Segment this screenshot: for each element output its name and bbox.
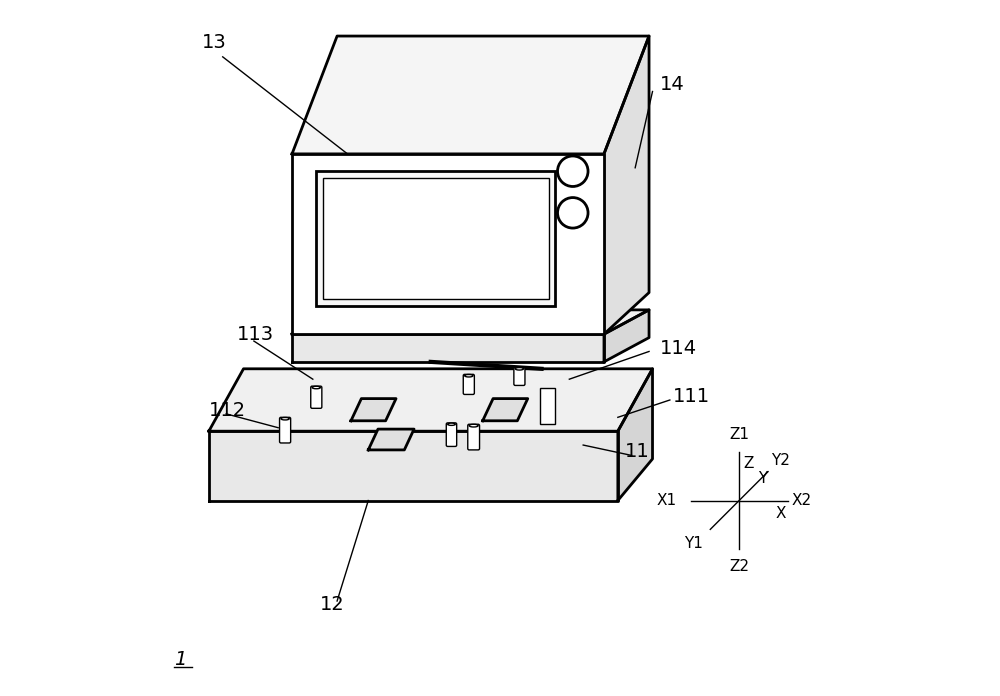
- Bar: [323, 178, 549, 299]
- Ellipse shape: [465, 374, 473, 377]
- Text: Z2: Z2: [729, 560, 749, 574]
- Text: Z1: Z1: [729, 427, 749, 441]
- Text: 13: 13: [202, 33, 227, 52]
- Text: X2: X2: [791, 493, 811, 508]
- FancyBboxPatch shape: [280, 418, 291, 443]
- Polygon shape: [292, 310, 649, 334]
- Ellipse shape: [312, 386, 320, 389]
- FancyBboxPatch shape: [514, 367, 525, 386]
- Polygon shape: [368, 429, 414, 450]
- Text: 1: 1: [174, 651, 187, 670]
- Polygon shape: [292, 36, 649, 154]
- Text: Z: Z: [743, 457, 754, 471]
- Polygon shape: [618, 369, 653, 500]
- Polygon shape: [604, 36, 649, 334]
- Text: 113: 113: [237, 324, 274, 344]
- Text: X: X: [776, 506, 786, 521]
- Ellipse shape: [281, 418, 289, 420]
- Text: 114: 114: [659, 338, 697, 358]
- Polygon shape: [209, 369, 653, 432]
- Text: 11: 11: [625, 443, 650, 461]
- Text: 111: 111: [673, 387, 710, 406]
- Polygon shape: [292, 154, 604, 334]
- Polygon shape: [292, 334, 604, 362]
- Polygon shape: [604, 310, 649, 362]
- Polygon shape: [351, 399, 396, 421]
- FancyBboxPatch shape: [446, 423, 457, 446]
- Bar: [540, 388, 555, 425]
- Polygon shape: [483, 399, 528, 421]
- Bar: [316, 171, 555, 306]
- Text: 12: 12: [320, 595, 345, 614]
- FancyBboxPatch shape: [311, 386, 322, 409]
- Ellipse shape: [469, 425, 478, 427]
- Text: Y: Y: [758, 471, 767, 486]
- Text: X1: X1: [657, 493, 677, 508]
- Ellipse shape: [515, 367, 524, 370]
- FancyBboxPatch shape: [468, 425, 480, 450]
- Text: Y1: Y1: [684, 537, 703, 551]
- Text: Y2: Y2: [772, 453, 790, 468]
- Text: 14: 14: [659, 75, 684, 94]
- FancyBboxPatch shape: [463, 374, 474, 395]
- Polygon shape: [209, 432, 618, 500]
- Ellipse shape: [448, 423, 455, 425]
- Text: 112: 112: [209, 401, 246, 420]
